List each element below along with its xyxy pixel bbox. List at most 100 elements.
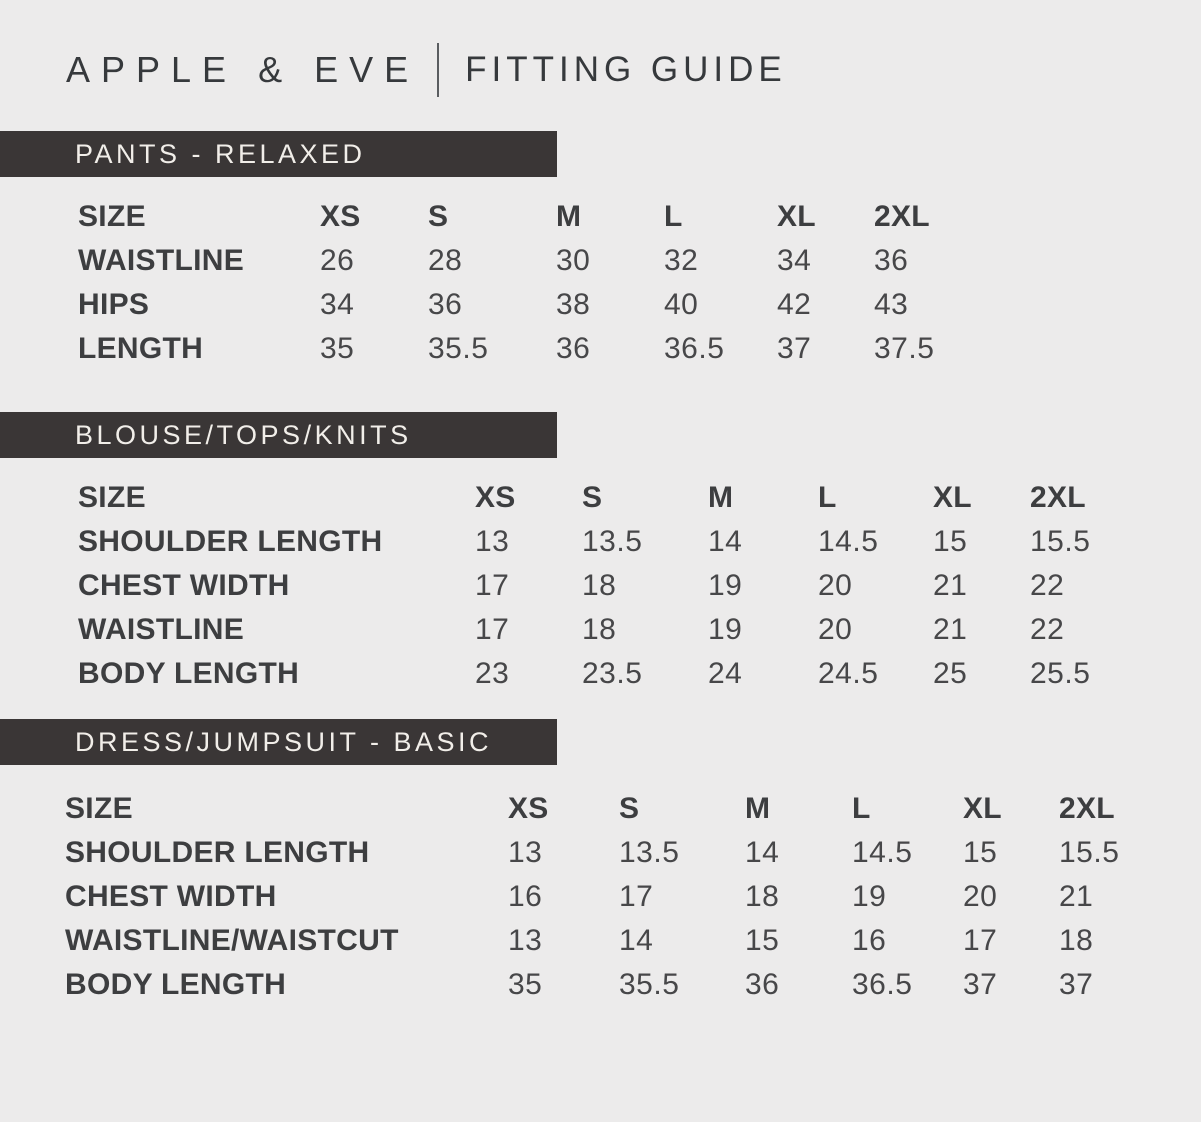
table-header-row: SIZE XS S M L XL 2XL <box>0 476 1201 520</box>
section-dress-jumpsuit: DRESS/JUMPSUIT - BASIC SIZE XS S M L XL 2XL SHO… <box>0 719 1201 1007</box>
cell-value: 14 <box>619 924 654 957</box>
cell-value: 42 <box>777 288 812 321</box>
cell-value: 25 <box>933 657 968 690</box>
row-label: WAISTLINE <box>78 613 245 646</box>
table-row: WAISTLINE/WAISTCUT 13 14 15 16 17 18 <box>0 919 1201 963</box>
size-column-header: L <box>852 792 871 825</box>
table-row: CHEST WIDTH 17 18 19 20 21 22 <box>0 564 1201 608</box>
cell-value: 17 <box>475 613 510 646</box>
cell-value: 36.5 <box>852 968 913 1001</box>
cell-value: 13.5 <box>619 836 680 869</box>
header-divider <box>437 43 440 97</box>
size-column-header: S <box>428 200 449 233</box>
section-pants-relaxed: PANTS - RELAXED SIZE XS S M L XL 2XL WAISTLINE 2… <box>0 131 1201 371</box>
page-title: FITTING GUIDE <box>465 50 787 89</box>
row-label: LENGTH <box>78 332 204 365</box>
table-row: BODY LENGTH 23 23.5 24 24.5 25 25.5 <box>0 652 1201 696</box>
table-row: WAISTLINE 17 18 19 20 21 22 <box>0 608 1201 652</box>
cell-value: 20 <box>818 613 853 646</box>
size-column-header: L <box>664 200 683 233</box>
size-column-header: S <box>619 792 640 825</box>
cell-value: 21 <box>1059 880 1094 913</box>
table-header-row: SIZE XS S M L XL 2XL <box>0 195 1201 239</box>
cell-value: 13.5 <box>582 525 643 558</box>
cell-value: 19 <box>708 569 743 602</box>
size-table-blouse: SIZE XS S M L XL 2XL SHOULDER LENGTH 13 13.5 14 14.… <box>0 476 1201 696</box>
row-label: BODY LENGTH <box>78 657 300 690</box>
cell-value: 40 <box>664 288 699 321</box>
size-column-header: M <box>745 792 771 825</box>
row-label: WAISTLINE <box>78 244 245 277</box>
cell-value: 32 <box>664 244 699 277</box>
table-row: BODY LENGTH 35 35.5 36 36.5 37 37 <box>0 963 1201 1007</box>
size-column-header: XL <box>777 200 816 233</box>
cell-value: 35.5 <box>619 968 680 1001</box>
cell-value: 17 <box>619 880 654 913</box>
cell-value: 30 <box>556 244 591 277</box>
table-row: CHEST WIDTH 16 17 18 19 20 21 <box>0 875 1201 919</box>
cell-value: 18 <box>745 880 780 913</box>
row-label: HIPS <box>78 288 150 321</box>
cell-value: 23 <box>475 657 510 690</box>
row-label: SIZE <box>78 200 146 233</box>
size-column-header: M <box>556 200 582 233</box>
row-label: SHOULDER LENGTH <box>65 836 370 869</box>
row-label: CHEST WIDTH <box>78 569 290 602</box>
cell-value: 15.5 <box>1059 836 1120 869</box>
section-bar-dress: DRESS/JUMPSUIT - BASIC <box>0 719 557 765</box>
cell-value: 36 <box>428 288 463 321</box>
row-label: SHOULDER LENGTH <box>78 525 383 558</box>
cell-value: 37.5 <box>874 332 935 365</box>
cell-value: 37 <box>777 332 812 365</box>
cell-value: 43 <box>874 288 909 321</box>
cell-value: 14.5 <box>852 836 913 869</box>
cell-value: 36.5 <box>664 332 725 365</box>
size-column-header: XS <box>475 481 516 514</box>
size-column-header: XS <box>508 792 549 825</box>
cell-value: 23.5 <box>582 657 643 690</box>
size-column-header: XL <box>963 792 1002 825</box>
cell-value: 14 <box>708 525 743 558</box>
cell-value: 24 <box>708 657 743 690</box>
cell-value: 28 <box>428 244 463 277</box>
table-row: HIPS 34 36 38 40 42 43 <box>0 283 1201 327</box>
cell-value: 17 <box>475 569 510 602</box>
cell-value: 16 <box>508 880 543 913</box>
cell-value: 38 <box>556 288 591 321</box>
table-row: SHOULDER LENGTH 13 13.5 14 14.5 15 15.5 <box>0 520 1201 564</box>
cell-value: 37 <box>1059 968 1094 1001</box>
cell-value: 21 <box>933 569 968 602</box>
cell-value: 35 <box>508 968 543 1001</box>
table-header-row: SIZE XS S M L XL 2XL <box>0 787 1201 831</box>
size-column-header: XL <box>933 481 972 514</box>
cell-value: 14 <box>745 836 780 869</box>
cell-value: 37 <box>963 968 998 1001</box>
section-blouse-tops-knits: BLOUSE/TOPS/KNITS SIZE XS S M L XL 2XL SHOULDER… <box>0 412 1201 696</box>
size-column-header: XS <box>320 200 361 233</box>
cell-value: 13 <box>475 525 510 558</box>
row-label: SIZE <box>78 481 146 514</box>
size-column-header: 2XL <box>1030 481 1086 514</box>
row-label: CHEST WIDTH <box>65 880 277 913</box>
size-column-header: L <box>818 481 837 514</box>
cell-value: 22 <box>1030 613 1065 646</box>
cell-value: 24.5 <box>818 657 879 690</box>
size-column-header: 2XL <box>874 200 930 233</box>
cell-value: 16 <box>852 924 887 957</box>
cell-value: 25.5 <box>1030 657 1091 690</box>
cell-value: 13 <box>508 836 543 869</box>
table-row: SHOULDER LENGTH 13 13.5 14 14.5 15 15.5 <box>0 831 1201 875</box>
cell-value: 18 <box>582 569 617 602</box>
size-column-header: 2XL <box>1059 792 1115 825</box>
cell-value: 20 <box>818 569 853 602</box>
cell-value: 34 <box>777 244 812 277</box>
cell-value: 15 <box>963 836 998 869</box>
table-row: WAISTLINE 26 28 30 32 34 36 <box>0 239 1201 283</box>
cell-value: 19 <box>852 880 887 913</box>
size-column-header: M <box>708 481 734 514</box>
table-row: LENGTH 35 35.5 36 36.5 37 37.5 <box>0 327 1201 371</box>
cell-value: 15 <box>933 525 968 558</box>
cell-value: 36 <box>745 968 780 1001</box>
size-table-pants: SIZE XS S M L XL 2XL WAISTLINE 26 28 30 32 34 36 HIPS 3… <box>0 195 1201 371</box>
cell-value: 34 <box>320 288 355 321</box>
